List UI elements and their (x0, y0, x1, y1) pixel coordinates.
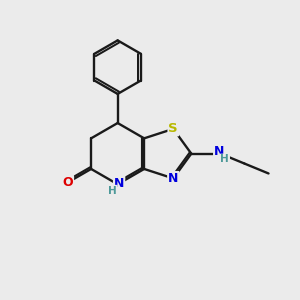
Text: N: N (168, 172, 178, 185)
Text: N: N (114, 177, 124, 190)
Text: H: H (220, 154, 229, 164)
Text: O: O (62, 176, 73, 189)
Text: N: N (214, 145, 224, 158)
Text: H: H (108, 186, 117, 196)
Text: S: S (169, 122, 178, 135)
